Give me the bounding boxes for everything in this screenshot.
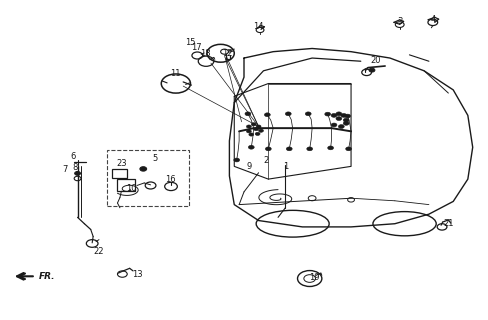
Circle shape [331,123,337,127]
Text: FR.: FR. [39,272,55,281]
Text: 8: 8 [72,164,77,172]
Circle shape [256,125,261,128]
Circle shape [328,146,333,150]
Bar [117,179,135,191]
Text: 21: 21 [443,219,454,228]
Circle shape [264,113,270,117]
Text: 10: 10 [126,184,136,193]
Circle shape [140,167,147,171]
Circle shape [246,130,251,133]
Text: 6: 6 [70,152,76,161]
Circle shape [245,112,251,116]
Text: 18: 18 [200,49,210,58]
Circle shape [75,172,81,175]
Text: 5: 5 [153,154,158,163]
Text: 12: 12 [222,49,232,58]
Circle shape [369,68,375,72]
Text: 20: 20 [370,56,381,65]
Circle shape [343,118,349,122]
Text: 11: 11 [170,69,180,78]
Circle shape [251,123,256,126]
Circle shape [336,112,342,116]
Text: 19: 19 [309,273,320,282]
Text: 2: 2 [263,156,268,164]
Circle shape [285,112,291,116]
Text: 22: 22 [94,247,104,256]
Circle shape [343,122,349,125]
Circle shape [254,127,259,131]
Circle shape [336,117,342,121]
Circle shape [305,112,311,116]
Bar [112,169,127,178]
Text: 14: 14 [253,22,264,31]
Text: 13: 13 [132,270,142,279]
Circle shape [255,132,260,135]
Circle shape [286,147,292,151]
Circle shape [249,133,254,136]
Circle shape [307,147,313,151]
Text: 3: 3 [397,17,403,26]
Circle shape [338,124,344,128]
Circle shape [246,125,251,128]
Circle shape [345,114,350,118]
Circle shape [346,147,351,151]
Text: 4: 4 [430,15,435,24]
Text: 23: 23 [116,159,127,168]
Circle shape [341,114,346,117]
Text: 17: 17 [191,43,202,52]
Circle shape [331,114,337,117]
Circle shape [248,145,254,149]
Text: 7: 7 [62,165,68,174]
Text: 1: 1 [283,162,288,171]
Circle shape [325,112,330,116]
Text: 15: 15 [185,38,196,47]
Text: 16: 16 [165,175,175,184]
Circle shape [259,129,264,132]
Circle shape [234,158,240,162]
Circle shape [265,147,271,151]
Text: 9: 9 [246,162,251,171]
Bar [107,150,188,206]
